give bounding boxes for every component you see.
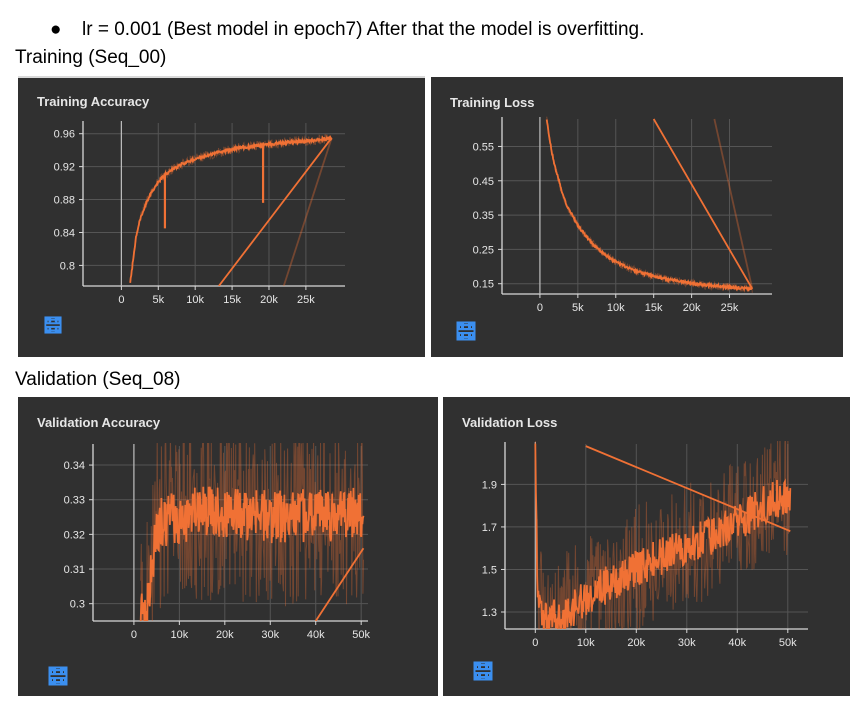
y-tick-label: 0.34 (64, 460, 85, 472)
x-tick-label: 50k (779, 637, 797, 649)
x-tick-label: 15k (645, 302, 663, 314)
series-wrap-line (713, 118, 754, 290)
x-tick-label: 20k (627, 637, 645, 649)
y-tick-label: 0.96 (54, 129, 75, 141)
fit-domain-button[interactable] (473, 661, 561, 681)
series-line (545, 119, 753, 293)
y-tick-label: 1.9 (482, 479, 497, 491)
card-toolbar (44, 316, 126, 334)
fit-domain-icon[interactable] (473, 661, 493, 681)
series-line (534, 443, 792, 629)
x-tick-label: 5k (152, 294, 164, 306)
x-tick-label: 10k (577, 637, 595, 649)
chart-title: Validation Loss (462, 415, 558, 430)
list-icon[interactable] (44, 316, 62, 334)
bullet-dot: ● (50, 19, 62, 40)
fit-domain-icon[interactable] (48, 666, 68, 686)
series-line (139, 486, 365, 621)
plot-area (545, 116, 754, 293)
x-tick-label: 30k (261, 629, 279, 641)
note-text: lr = 0.001 (Best model in epoch7) After … (82, 19, 645, 40)
list-button[interactable] (50, 666, 102, 686)
y-tick-label: 0.45 (473, 176, 494, 188)
x-tick-label: 50k (352, 629, 370, 641)
x-tick-label: 10k (186, 294, 204, 306)
training-loss-chart: 0.15 0.25 0.35 0.45 0.55 0 5k 10k 15k 20k 25k (473, 116, 772, 314)
list-button[interactable] (45, 316, 94, 334)
section-validation-label: Validation (Seq_08) (15, 369, 181, 390)
series-raw-line (546, 116, 753, 293)
x-tick-label: 0 (118, 294, 124, 306)
plot-area (534, 441, 792, 629)
x-tick-label: 20k (216, 629, 234, 641)
y-tick-label: 0.88 (54, 195, 75, 207)
series-wrap-line (652, 118, 754, 290)
y-tick-label: 0.92 (54, 162, 75, 174)
y-tick-label: 0.31 (64, 564, 85, 576)
card-toolbar (456, 321, 544, 341)
y-tick-label: 0.32 (64, 529, 85, 541)
validation-loss-chart: 1.3 1.5 1.7 1.9 0 10k 20k 30k 40k 50k (482, 441, 808, 649)
fit-domain-icon[interactable] (456, 321, 476, 341)
y-tick-label: 1.3 (482, 607, 497, 619)
x-tick-label: 0 (532, 637, 538, 649)
series-wrap-line (585, 445, 791, 533)
y-tick-label: 0.3 (70, 599, 85, 611)
y-tick-label: 0.35 (473, 210, 494, 222)
card-toolbar (48, 666, 136, 686)
training-accuracy-card: 0.8 0.84 0.88 0.92 0.96 0 5k 10k 15k 20k 25k Train… (18, 76, 425, 357)
series-wrap-line (314, 547, 365, 621)
y-tick-label: 0.15 (473, 279, 494, 291)
section-training-label: Training (Seq_00) (15, 47, 167, 68)
series-wrap-line (282, 137, 333, 286)
chart-title: Training Accuracy (37, 94, 150, 109)
x-tick-label: 10k (170, 629, 188, 641)
y-tick-label: 0.55 (473, 141, 494, 153)
list-icon[interactable] (456, 321, 476, 341)
card-top-border (18, 76, 425, 78)
y-tick-label: 0.84 (54, 227, 75, 239)
training-loss-card: 0.15 0.25 0.35 0.45 0.55 0 5k 10k 15k 20k 25k Trai… (431, 77, 843, 357)
fit-domain-button[interactable] (44, 316, 126, 334)
fit-domain-button[interactable] (456, 321, 544, 341)
x-tick-label: 0 (131, 629, 137, 641)
plot-area (129, 134, 333, 286)
series-raw-line (129, 134, 332, 282)
training-accuracy-chart: 0.8 0.84 0.88 0.92 0.96 0 5k 10k 15k 20k 25k (54, 121, 345, 306)
list-button[interactable] (458, 321, 510, 341)
fit-domain-button[interactable] (48, 666, 136, 686)
list-icon[interactable] (473, 661, 493, 681)
series-line (129, 134, 333, 283)
x-tick-label: 20k (683, 302, 701, 314)
x-tick-label: 0 (537, 302, 543, 314)
x-tick-label: 15k (223, 294, 241, 306)
card-toolbar (473, 661, 561, 681)
chart-title: Validation Accuracy (37, 415, 161, 430)
fit-domain-icon[interactable] (44, 316, 62, 334)
validation-loss-card: 1.3 1.5 1.7 1.9 0 10k 20k 30k 40k 50k Validation … (443, 397, 850, 696)
list-icon[interactable] (48, 666, 68, 686)
list-button[interactable] (475, 661, 527, 681)
x-tick-label: 40k (728, 637, 746, 649)
chart-title: Training Loss (450, 95, 535, 110)
y-tick-label: 0.33 (64, 495, 85, 507)
x-tick-label: 30k (678, 637, 696, 649)
x-tick-label: 20k (260, 294, 278, 306)
x-tick-label: 40k (307, 629, 325, 641)
x-tick-label: 10k (607, 302, 625, 314)
plot-area (139, 443, 365, 621)
y-tick-label: 0.8 (60, 260, 75, 272)
x-tick-label: 25k (721, 302, 739, 314)
y-tick-label: 1.7 (482, 522, 497, 534)
y-tick-label: 0.25 (473, 244, 494, 256)
series-wrap-line (218, 137, 333, 286)
series-raw-line (140, 443, 364, 621)
series-raw-line (534, 441, 791, 629)
x-tick-label: 25k (297, 294, 315, 306)
y-tick-label: 1.5 (482, 564, 497, 576)
x-tick-label: 5k (572, 302, 584, 314)
validation-accuracy-chart: 0.3 0.31 0.32 0.33 0.34 0 10k 20k 30k 40k 50k (64, 443, 371, 641)
validation-accuracy-card: 0.3 0.31 0.32 0.33 0.34 0 10k 20k 30k 40k 50k Vali… (18, 397, 438, 696)
